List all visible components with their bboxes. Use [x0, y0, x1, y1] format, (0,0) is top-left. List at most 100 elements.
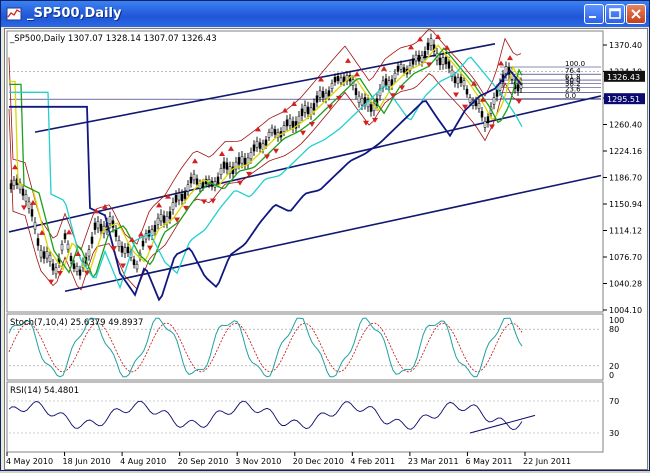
- current-price-box: [604, 70, 645, 82]
- price-bar-body: [153, 224, 157, 232]
- price-bar-body: [132, 259, 136, 265]
- close-icon: [631, 9, 641, 19]
- price-bar-body: [237, 157, 241, 165]
- moving-average-navy: [9, 69, 523, 302]
- price-bar-body: [99, 223, 103, 232]
- price-bar-body: [282, 125, 286, 132]
- fractal-up-arrow: [498, 60, 504, 66]
- price-bar-body: [516, 84, 520, 92]
- fractal-down-arrow: [111, 246, 117, 252]
- price-axis-label: 1260.40: [609, 121, 642, 130]
- price-bar-body: [441, 57, 445, 65]
- fractal-down-arrow: [246, 171, 252, 177]
- price-bar-body: [177, 192, 181, 201]
- fractal-down-arrow: [147, 245, 153, 251]
- price-bar-body: [72, 263, 76, 269]
- price-bar-body: [423, 51, 427, 59]
- chart-area[interactable]: 100.0 76.4 61.8 50.0 38.2 23.6 0.0 _SP500,Dail…: [4, 28, 648, 470]
- price-bar-body: [384, 78, 388, 86]
- fractal-down-arrow: [453, 92, 459, 98]
- moving-average-cyan: [9, 56, 523, 290]
- moving-average-green: [9, 47, 523, 279]
- price-bar-body: [354, 88, 358, 96]
- moving-average-yellow: [9, 44, 523, 276]
- price-bar-body: [48, 254, 52, 263]
- fractal-up-arrow: [138, 231, 144, 237]
- chart-window-icon: [6, 7, 22, 21]
- price-bar-body: [492, 97, 496, 105]
- price-bar-body: [195, 178, 199, 185]
- price-axis-label: 1004.10: [609, 306, 642, 315]
- price-bar-body: [21, 188, 25, 196]
- fractal-down-arrow: [21, 205, 27, 211]
- price-bar-body: [270, 127, 274, 134]
- fractal-up-arrow: [102, 204, 108, 210]
- price-bar-body: [411, 58, 415, 65]
- price-bar-body: [108, 216, 112, 224]
- price-axis-label: 1114.12: [609, 227, 642, 236]
- price-bar-body: [261, 143, 265, 150]
- stoch-signal-line: [8, 322, 523, 373]
- price-bar-body: [156, 217, 160, 225]
- date-axis-label: 4 Feb 2011: [350, 457, 395, 466]
- price-bar-body: [291, 121, 295, 129]
- fractal-up-arrow: [219, 150, 225, 156]
- fractal-down-arrow: [237, 180, 243, 186]
- price-bar-body: [243, 157, 247, 166]
- price-bar-body: [483, 121, 487, 128]
- price-bar-body: [426, 42, 430, 50]
- price-axis-label: 1040.28: [609, 280, 642, 289]
- price-bar-body: [468, 97, 472, 103]
- price-bar-body: [366, 99, 370, 108]
- fractal-up-arrow: [435, 34, 441, 40]
- price-bar-body: [183, 191, 187, 199]
- fractal-up-arrow: [507, 55, 513, 61]
- main-panel-frame: [6, 30, 604, 313]
- price-bar-body: [39, 249, 43, 258]
- rsi-panel: [8, 400, 601, 434]
- main-panel-header: _SP500,Daily 1307.07 1328.14 1307.07 132…: [9, 34, 217, 44]
- minimize-button[interactable]: [584, 4, 604, 24]
- price-bar-body: [303, 105, 307, 113]
- price-bar-body: [141, 240, 145, 247]
- price-bar-body: [408, 64, 412, 71]
- price-bar-body: [504, 66, 508, 74]
- line-price-label: 1295.51: [607, 95, 640, 104]
- fractal-down-arrow: [201, 199, 207, 205]
- price-bar-body: [168, 211, 172, 219]
- axes: 1370.401334.101296.941260.401224.161186.…: [6, 41, 645, 466]
- price-axis-label: 1150.94: [609, 200, 642, 209]
- fractal-up-arrow: [354, 71, 360, 77]
- fractal-up-arrow: [471, 80, 477, 86]
- fractal-down-arrow: [183, 205, 189, 211]
- fractal-up-arrow: [30, 199, 36, 205]
- fib-level-label: 50.0: [565, 77, 581, 85]
- price-bar-body: [387, 80, 391, 88]
- price-bar-body: [36, 238, 40, 246]
- price-bar-body: [486, 116, 490, 124]
- maximize-button[interactable]: [605, 4, 625, 24]
- fractal-down-arrow: [120, 263, 126, 269]
- stoch-axis-label: 100: [609, 316, 624, 325]
- price-bar-body: [87, 249, 91, 257]
- window-title: _SP500,Daily: [27, 6, 122, 21]
- price-bar-body: [255, 141, 259, 148]
- fractal-down-arrow: [84, 270, 90, 276]
- fractal-down-arrow: [174, 217, 180, 223]
- price-chart-svg[interactable]: 100.076.461.850.038.223.60.0 _SP500,Dail…: [5, 28, 647, 469]
- fib-level-label: 100.0: [565, 60, 585, 68]
- price-axis-label: 1186.70: [609, 174, 642, 183]
- fractal-up-arrow: [165, 193, 171, 199]
- price-bar-body: [180, 193, 184, 202]
- close-button[interactable]: [626, 4, 646, 24]
- price-bar-body: [192, 173, 196, 181]
- price-bar-body: [495, 89, 499, 97]
- maximize-icon: [609, 8, 621, 19]
- fractal-down-arrow: [300, 130, 306, 136]
- fractal-up-arrow: [129, 236, 135, 242]
- title-bar[interactable]: _SP500,Daily: [1, 1, 649, 27]
- fractal-up-arrow: [75, 251, 81, 257]
- fractal-up-arrow: [282, 107, 288, 113]
- fractal-up-arrow: [318, 76, 324, 82]
- fractal-up-arrow: [417, 36, 423, 42]
